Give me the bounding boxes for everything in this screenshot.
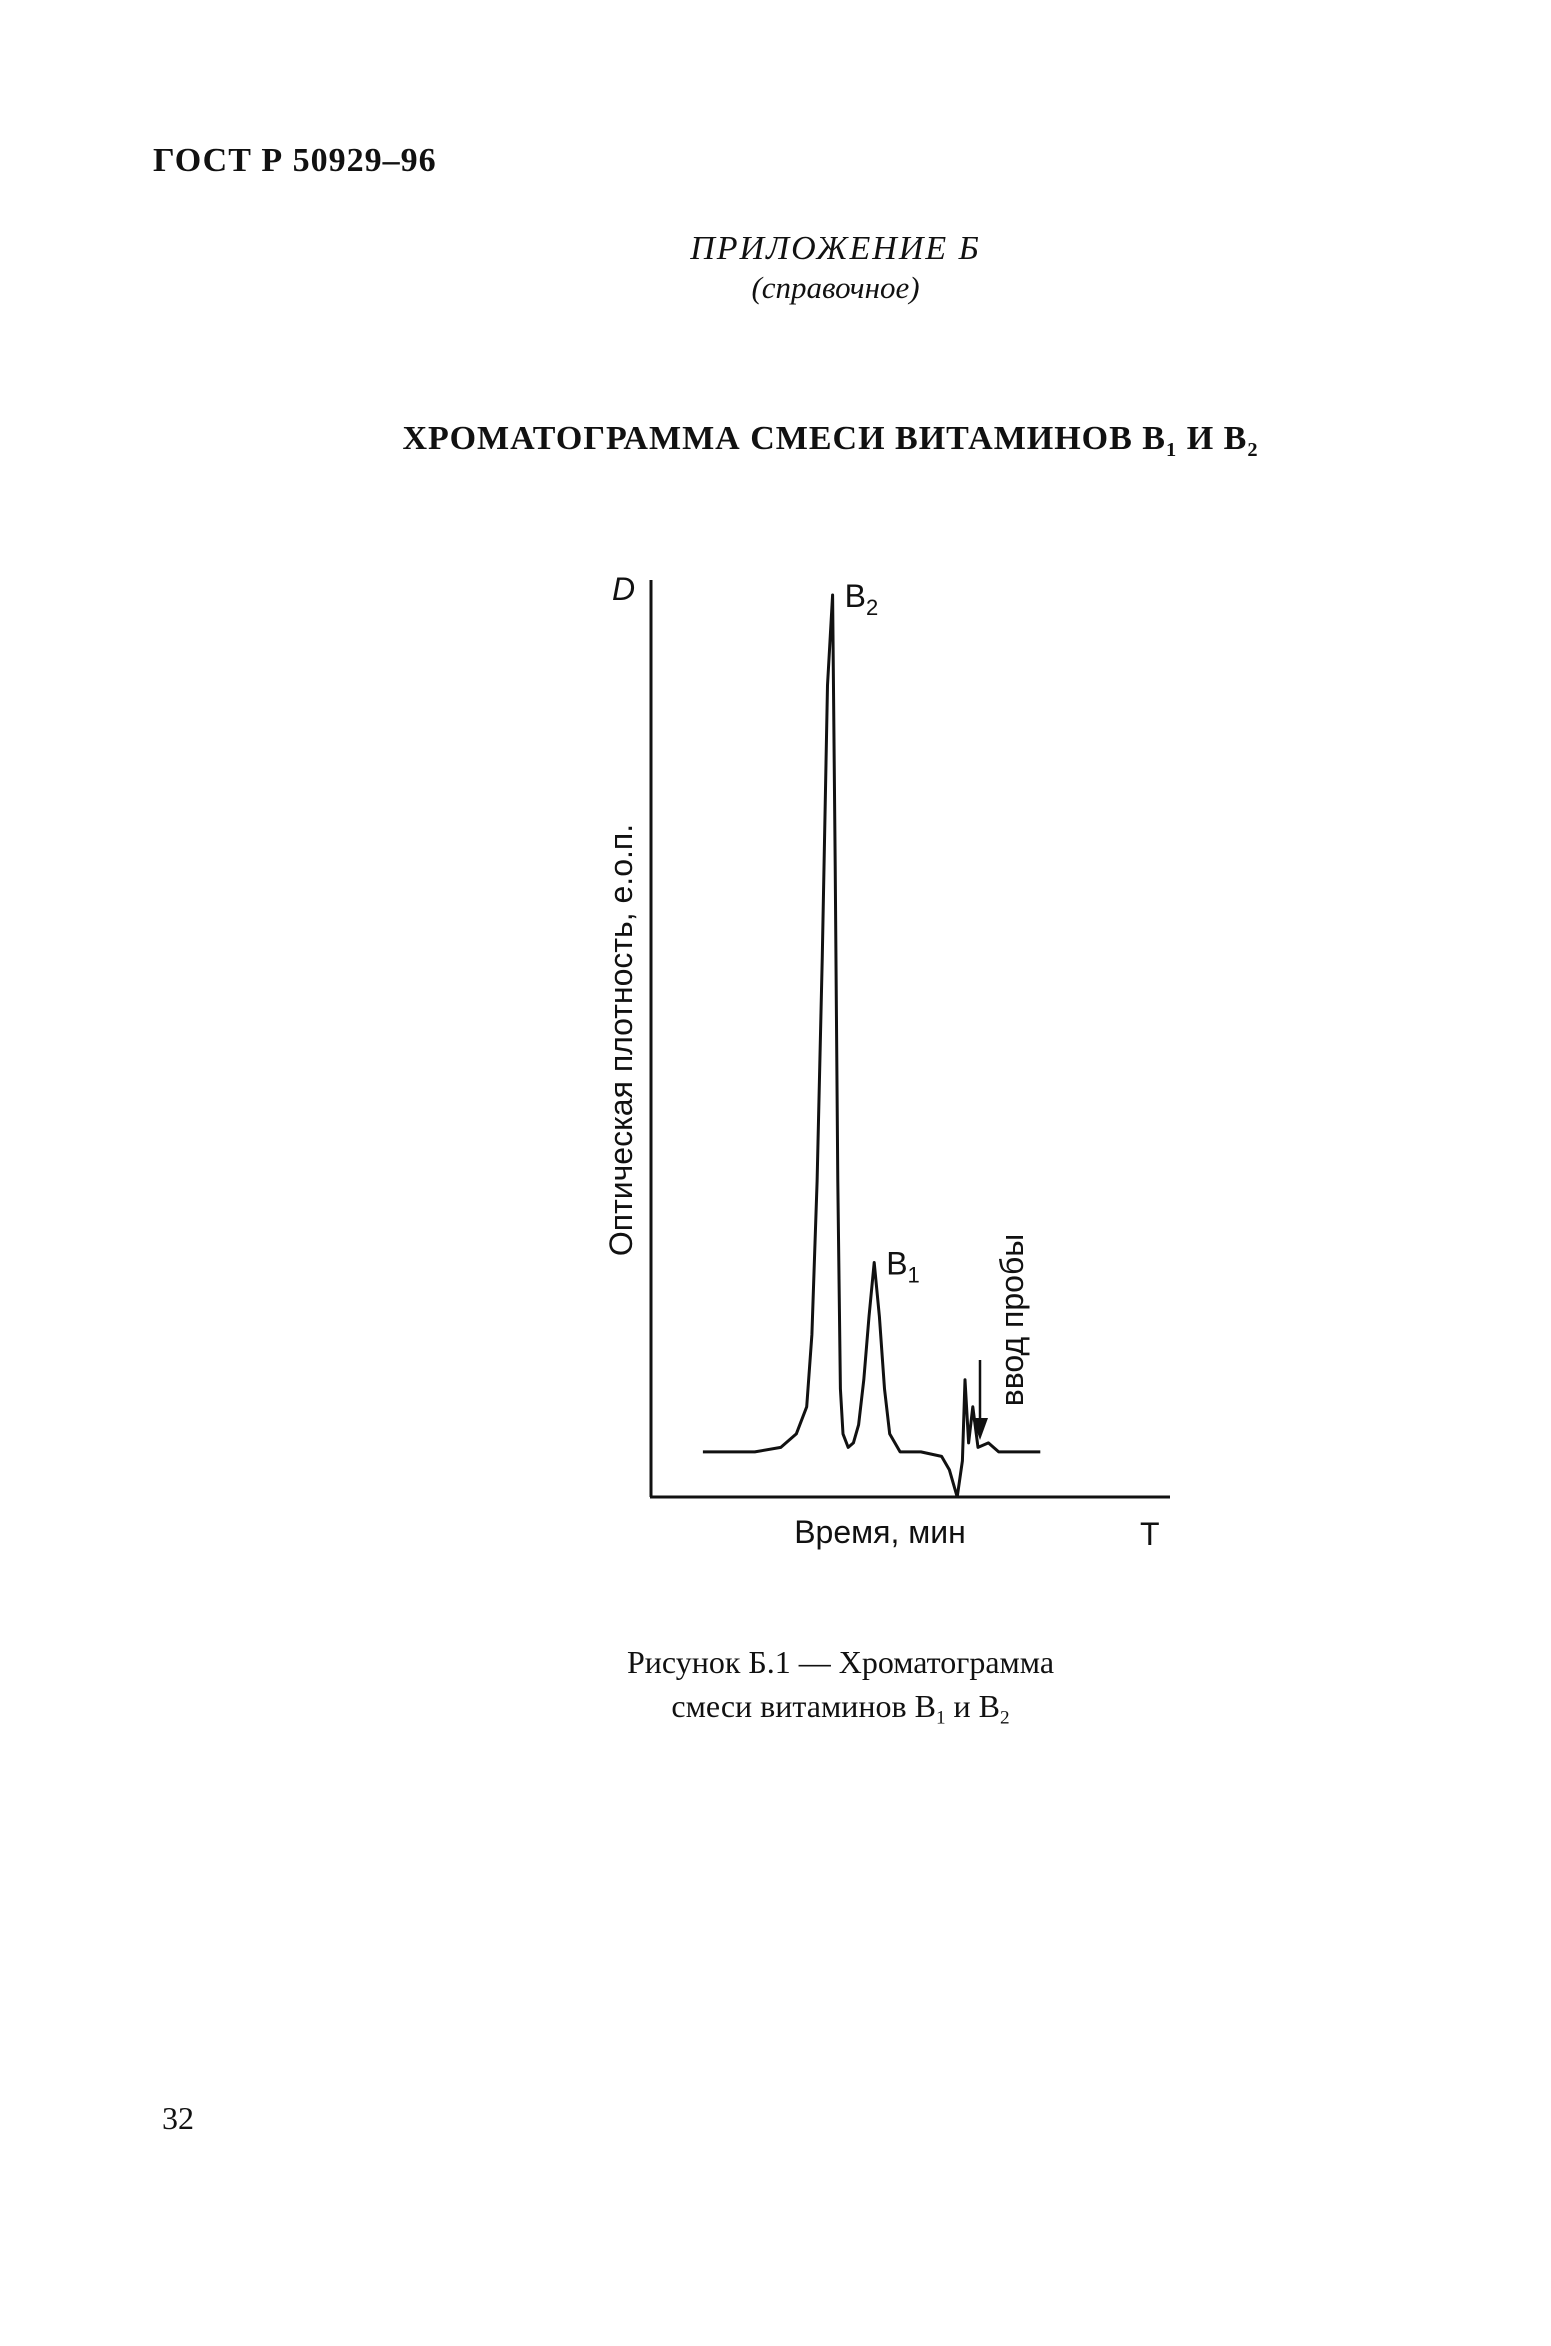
- appendix-heading: ПРИЛОЖЕНИЕ Б (справочное): [0, 230, 1551, 306]
- peak-label-В2: В2: [845, 578, 879, 620]
- chromatogram-curve: [702, 593, 1041, 1499]
- caption-text-a: смеси витаминов В: [671, 1688, 936, 1724]
- document-header: ГОСТ Р 50929–96: [153, 142, 437, 179]
- x-axis-label: Время, мин: [794, 1514, 966, 1550]
- caption-line-1: Рисунок Б.1 — Хроматограмма: [626, 1644, 1055, 1680]
- page-title: ХРОМАТОГРАММА СМЕСИ ВИТАМИНОВ В1 И В2: [0, 420, 1551, 462]
- x-axis-symbol: T: [1140, 1516, 1160, 1552]
- caption-subscript-1: 1: [935, 1707, 946, 1729]
- peak-label-В1: В1: [886, 1246, 920, 1288]
- page-number: 32: [162, 2100, 194, 2136]
- caption-text-b: и В: [945, 1688, 1000, 1724]
- y-axis-label: Оптическая плотность, е.о.п.: [603, 824, 639, 1256]
- y-axis-symbol: D: [612, 571, 635, 607]
- figure-caption: Рисунок Б.1 — Хроматограмма смеси витами…: [0, 1640, 1551, 1741]
- title-subscript-2: 2: [1247, 439, 1259, 462]
- title-text: ХРОМАТОГРАММА СМЕСИ ВИТАМИНОВ В: [402, 420, 1166, 457]
- injection-label: ввод пробы: [994, 1234, 1030, 1407]
- injection-arrow-head: [972, 1418, 988, 1440]
- caption-subscript-2: 2: [1000, 1707, 1010, 1729]
- title-and: И В: [1177, 420, 1248, 457]
- appendix-subtitle: (справочное): [751, 270, 920, 305]
- appendix-title: ПРИЛОЖЕНИЕ Б: [690, 230, 981, 267]
- caption-line-2: смеси витаминов В1 и В2: [130, 1684, 1551, 1741]
- title-subscript-1: 1: [1165, 439, 1178, 462]
- sample-injection-marker: ввод пробы: [972, 1234, 1030, 1440]
